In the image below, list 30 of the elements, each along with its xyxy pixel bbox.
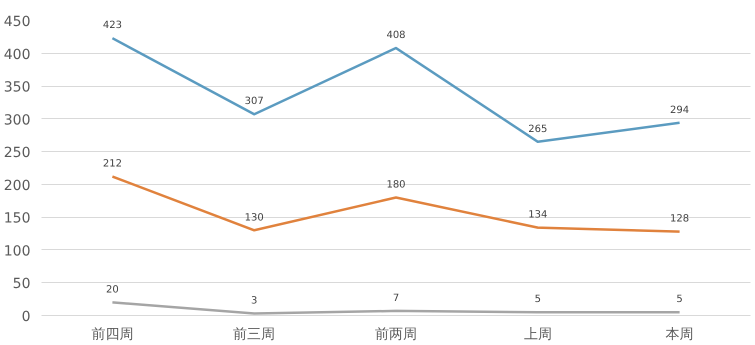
data-label: 294 — [670, 104, 690, 116]
x-tick-label: 本周 — [666, 326, 694, 342]
y-tick-label: 300 — [4, 112, 31, 128]
y-tick-label: 100 — [4, 243, 31, 260]
data-label: 5 — [534, 294, 541, 306]
data-label: 423 — [102, 20, 122, 32]
y-tick-label: 450 — [4, 14, 31, 30]
y-tick-label: 200 — [4, 178, 31, 194]
x-tick-label: 前两周 — [375, 326, 417, 342]
data-label: 265 — [528, 124, 548, 135]
x-tick-label: 前四周 — [91, 326, 134, 342]
y-tick-label: 0 — [22, 309, 31, 325]
data-label: 180 — [386, 180, 406, 190]
data-label: 20 — [106, 284, 119, 296]
x-tick-label: 前三周 — [233, 326, 276, 342]
data-label: 134 — [528, 210, 548, 221]
data-label: 3 — [251, 296, 258, 307]
data-label: 5 — [676, 294, 683, 306]
data-label: 128 — [670, 214, 690, 225]
x-tick-label: 上周 — [524, 326, 552, 342]
data-label: 212 — [102, 158, 122, 170]
y-tick-label: 250 — [4, 145, 31, 162]
data-label: 7 — [392, 292, 400, 304]
data-label: 307 — [244, 96, 264, 108]
y-tick-label: 150 — [4, 210, 31, 227]
data-label: 130 — [244, 212, 264, 224]
y-tick-label: 350 — [4, 80, 31, 96]
data-label: 408 — [386, 30, 406, 42]
y-tick-label: 50 — [12, 276, 31, 292]
y-tick-label: 400 — [4, 46, 31, 63]
